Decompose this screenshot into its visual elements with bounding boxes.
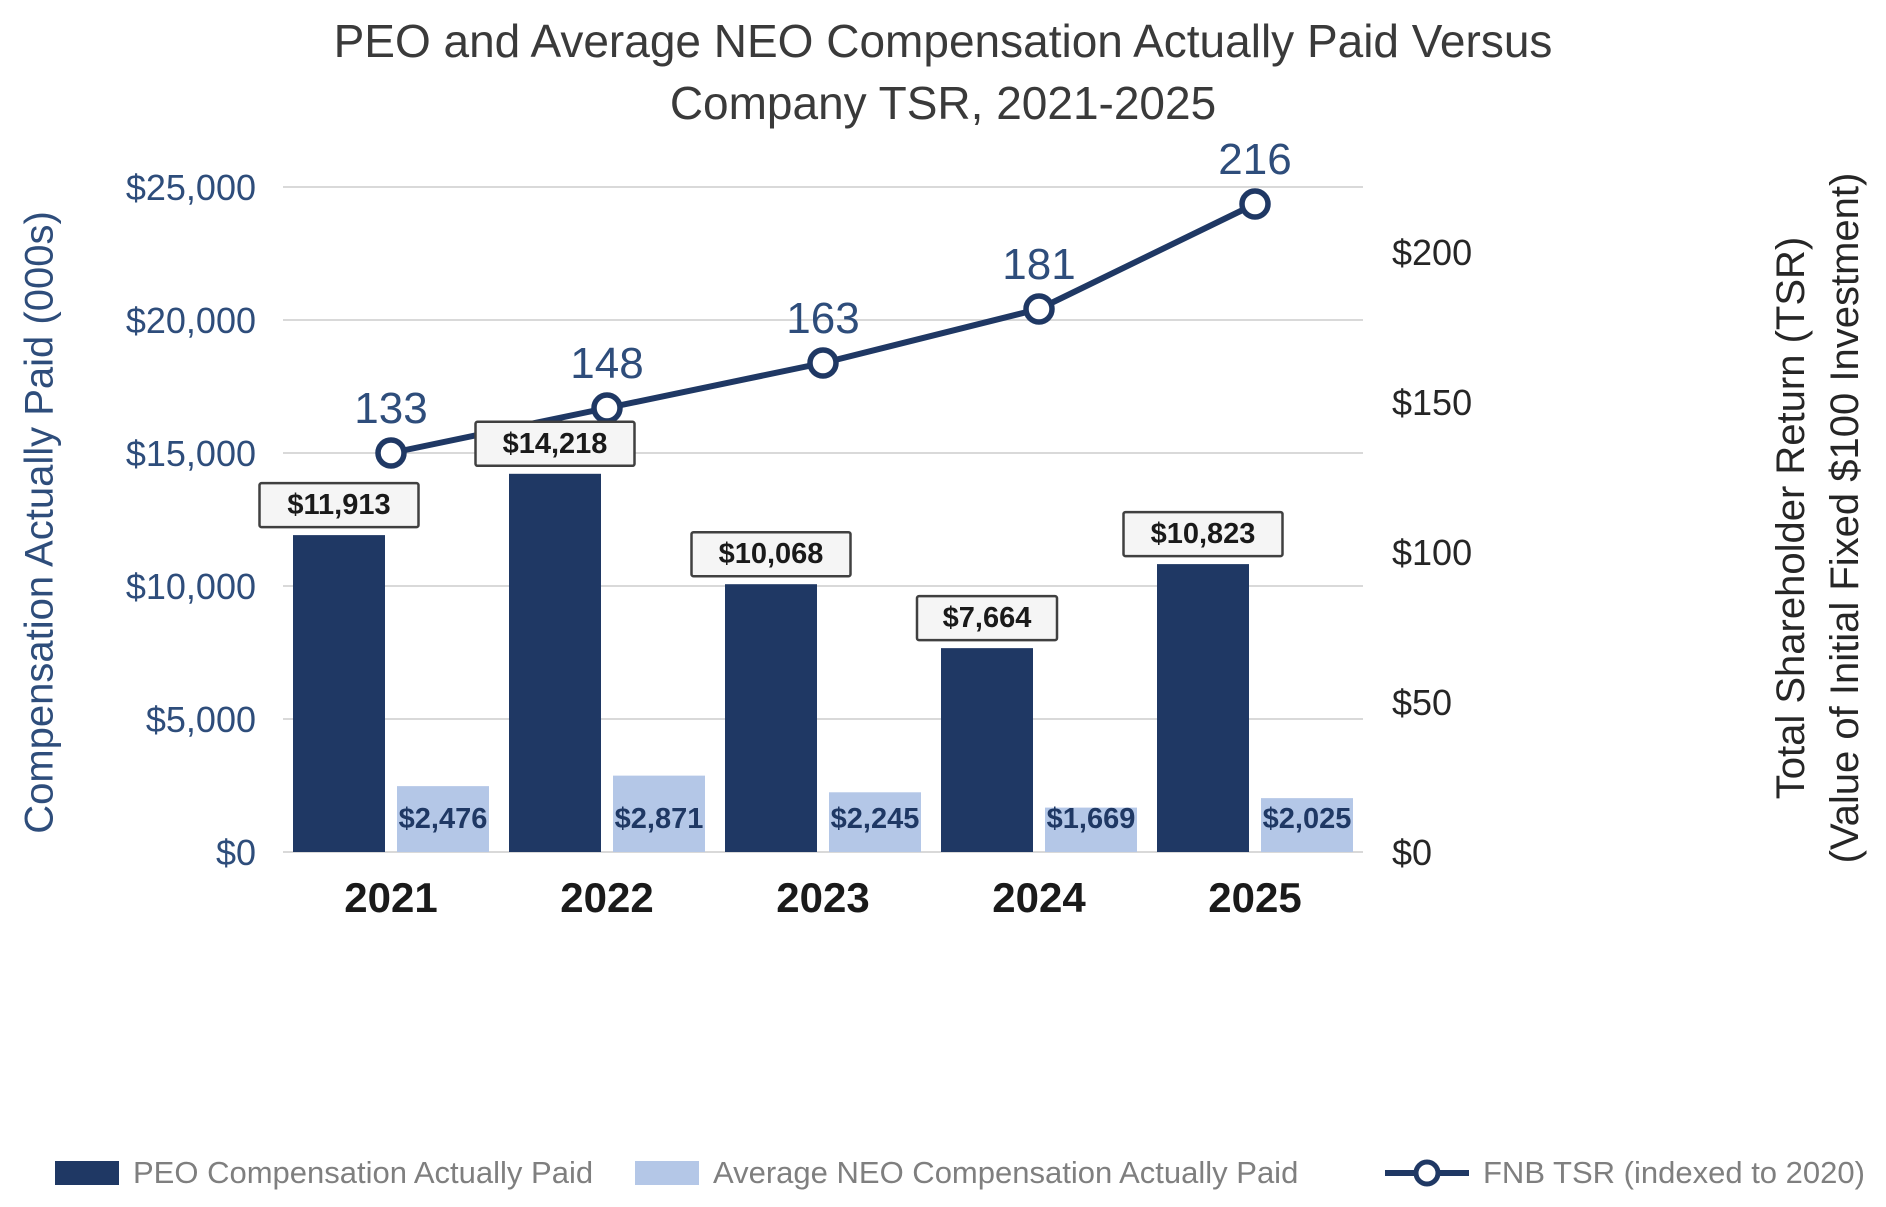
neo-value-label: $2,245 [831,803,920,835]
right-axis-tick-label: $150 [1392,382,1472,423]
tsr-value-label: 148 [570,339,643,388]
neo-value-label: $2,871 [615,803,704,835]
peo-value-label-box [690,530,852,578]
neo-bar [1261,798,1353,852]
peo-bar [725,584,817,852]
peo-value-label-box [915,594,1059,642]
peo-value-label-box [474,420,636,468]
peo-value-label: $10,823 [1151,518,1256,550]
neo-bar [829,792,921,852]
right-axis-tick-label: $50 [1392,682,1452,723]
neo-value-label: $2,476 [399,803,488,835]
legend-label-peo: PEO Compensation Actually Paid [133,1155,594,1190]
neo-bar [1045,807,1137,852]
x-axis-category-label: 2023 [776,874,869,921]
legend-label-tsr: FNB TSR (indexed to 2020) [1483,1155,1865,1190]
chart-title-line-2: Company TSR, 2021-2025 [669,77,1217,129]
chart-title-line-1: PEO and Average NEO Compensation Actuall… [333,15,1553,67]
chart-title: PEO and Average NEO Compensation Actuall… [0,10,1886,134]
tsr-value-label: 163 [786,294,859,343]
legend-item-peo: PEO Compensation Actually Paid [55,1155,593,1191]
peo-value-label: $7,664 [943,602,1032,634]
tsr-marker [591,392,623,424]
left-axis-tick-label: $20,000 [126,300,256,341]
peo-value-label: $10,068 [719,538,824,570]
legend-label-neo: Average NEO Compensation Actually Paid [713,1155,1299,1190]
right-axis-tick-label: $100 [1392,532,1472,573]
neo-bar [397,786,489,852]
tsr-marker [375,437,407,469]
neo-value-label: $1,669 [1047,803,1136,835]
left-axis-tick-label: $15,000 [126,433,256,474]
peo-value-label-box [1122,510,1284,558]
legend: PEO Compensation Actually Paid Average N… [0,1149,1886,1207]
x-axis-category-label: 2021 [344,874,437,921]
left-axis-tick-label: $5,000 [146,699,256,740]
tsr-value-label: 181 [1002,240,1075,289]
peo-bar [1157,564,1249,852]
left-axis-tick-label: $0 [216,832,256,873]
neo-bar [613,775,705,852]
x-axis-category-label: 2025 [1208,874,1301,921]
tsr-marker [1239,188,1271,220]
neo-bar-swatch-icon [635,1161,699,1185]
tsr-marker [1023,293,1055,325]
tsr-value-label: 216 [1218,135,1291,184]
tsr-marker [807,347,839,379]
right-axis-tick-label: $0 [1392,832,1432,873]
peo-bar-swatch-icon [55,1161,119,1185]
tsr-value-label: 133 [354,384,427,433]
tsr-line-marker-icon [1385,1159,1469,1187]
peo-value-label-box [258,481,420,529]
legend-item-neo: Average NEO Compensation Actually Paid [635,1155,1298,1191]
neo-value-label: $2,025 [1263,803,1352,835]
x-axis-category-label: 2022 [560,874,653,921]
x-axis-category-label: 2024 [992,874,1086,921]
peo-value-label: $14,218 [503,428,608,460]
right-axis-tick-label: $200 [1392,232,1472,273]
peo-bar [509,473,601,852]
peo-value-label: $11,913 [287,489,390,521]
peo-bar [941,648,1033,852]
peo-bar [293,535,385,852]
left-axis-tick-label: $10,000 [126,566,256,607]
left-axis-tick-label: $25,000 [126,167,256,208]
legend-item-tsr: FNB TSR (indexed to 2020) [1385,1155,1865,1191]
